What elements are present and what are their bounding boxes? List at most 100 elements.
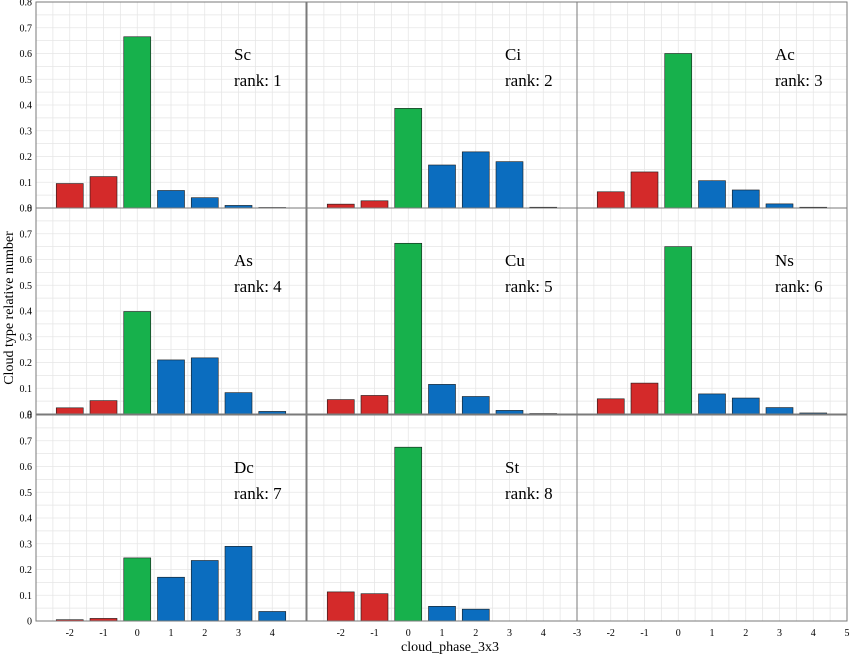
bar <box>428 606 456 622</box>
rank-label: rank: 8 <box>505 484 553 503</box>
cloud-type-label: Ci <box>505 45 521 64</box>
y-tick-label: 0.7 <box>20 23 33 34</box>
y-tick-label: 0.8 <box>20 411 33 422</box>
x-tick-label: 0 <box>406 628 411 639</box>
y-tick-label: 0.3 <box>20 332 33 343</box>
bar <box>326 203 355 209</box>
panel-st: -2 -1 0 1 2 3 4 St rank: 8 <box>306 414 578 639</box>
y-tick-label: 0.2 <box>20 152 33 163</box>
bar <box>55 407 84 415</box>
y-tick-label: 0.3 <box>20 126 33 137</box>
bar <box>190 560 219 622</box>
rank-label: rank: 1 <box>234 71 282 90</box>
bar <box>461 608 490 622</box>
y-tick-label: 0.2 <box>20 565 33 576</box>
bar <box>664 246 693 415</box>
panel-as: 0 0.1 0.2 0.3 0.4 0.5 0.6 0.7 0.8 As rank: 4 <box>20 204 307 421</box>
panels-group: 0 0.1 0.2 0.3 0.4 0.5 0.6 0.7 0.8 Sc rank: 1 Ci rank… <box>20 0 850 639</box>
x-tick-label: 4 <box>541 628 546 639</box>
x-tick-label: 4 <box>811 628 816 639</box>
panel-ac: Ac rank: 3 <box>576 1 848 209</box>
bar <box>596 398 625 415</box>
bar <box>258 611 287 622</box>
bar <box>157 190 185 209</box>
bar <box>461 396 490 415</box>
bar <box>495 161 524 209</box>
panel-cu: Cu rank: 5 <box>306 207 578 415</box>
y-tick-label: 0.4 <box>20 101 33 112</box>
y-tick-label: 0.1 <box>20 178 33 189</box>
y-tick-label: 0.7 <box>20 229 33 240</box>
bar <box>698 393 726 415</box>
bar <box>123 557 152 622</box>
bar <box>89 400 118 415</box>
x-tick-label: -2 <box>337 628 345 639</box>
bar <box>224 546 253 622</box>
bar <box>394 242 423 415</box>
x-tick-label: -2 <box>607 628 615 639</box>
cloud-type-label: Ac <box>775 45 795 64</box>
bar <box>731 189 760 209</box>
y-tick-label: 0.8 <box>20 204 33 215</box>
bar <box>157 576 185 622</box>
bar <box>394 446 423 622</box>
bar <box>89 176 118 209</box>
y-tick-label: 0.2 <box>20 358 33 369</box>
y-tick-label: 0.6 <box>20 255 33 266</box>
panel-ns: Ns rank: 6 <box>576 207 848 415</box>
y-tick-label: 0.7 <box>20 436 33 447</box>
rank-label: rank: 3 <box>775 71 823 90</box>
y-tick-label: 0.5 <box>20 488 33 499</box>
panel-ci: Ci rank: 2 <box>306 1 578 209</box>
panel-frame <box>35 414 307 622</box>
bar <box>630 382 659 415</box>
y-tick-label: 0.5 <box>20 281 33 292</box>
bar <box>360 593 389 622</box>
bar <box>664 53 693 209</box>
x-tick-label: 2 <box>743 628 748 639</box>
rank-label: rank: 4 <box>234 277 282 296</box>
y-tick-label: 0.6 <box>20 462 33 473</box>
bar <box>55 183 84 209</box>
panel-frame <box>35 207 307 415</box>
panel-sc: 0 0.1 0.2 0.3 0.4 0.5 0.6 0.7 0.8 Sc rank: 1 <box>20 0 307 215</box>
x-tick-label: -3 <box>573 628 581 639</box>
bar <box>224 392 253 415</box>
panel-empty: -3 -2 -1 0 1 2 3 4 5 <box>573 414 850 639</box>
bar <box>360 395 389 415</box>
y-tick-label: 0 <box>27 410 32 421</box>
y-tick-label: 0.1 <box>20 591 33 602</box>
y-tick-label: 0.4 <box>20 514 33 525</box>
rank-label: rank: 2 <box>505 71 553 90</box>
bar <box>326 399 355 415</box>
bar <box>495 410 524 415</box>
cloud-type-label: Cu <box>505 251 525 270</box>
y-tick-label: 0.8 <box>20 0 33 9</box>
cloud-type-label: Dc <box>234 458 254 477</box>
y-tick-label: 0.5 <box>20 75 33 86</box>
x-tick-label: 2 <box>473 628 478 639</box>
rank-label: rank: 6 <box>775 277 823 296</box>
x-tick-label: 3 <box>777 628 782 639</box>
x-tick-label: -1 <box>370 628 378 639</box>
panel-dc: 0 0.1 0.2 0.3 0.4 0.5 0.6 0.7 0.8 -2 -1 0 1 2 3 4 Dc rank… <box>20 411 307 639</box>
bar <box>596 191 625 209</box>
bar <box>461 151 490 209</box>
cloud-type-label: Sc <box>234 45 251 64</box>
bar <box>394 108 423 209</box>
y-tick-label: 0.3 <box>20 539 33 550</box>
x-tick-label: -1 <box>99 628 107 639</box>
bar <box>360 200 389 209</box>
bar <box>428 384 456 415</box>
bar <box>123 36 152 209</box>
x-tick-label: -2 <box>66 628 74 639</box>
bar <box>190 197 219 209</box>
x-tick-label: 1 <box>710 628 715 639</box>
rank-label: rank: 5 <box>505 277 553 296</box>
y-tick-label: 0.6 <box>20 49 33 60</box>
x-tick-label: 2 <box>202 628 207 639</box>
x-tick-label: 1 <box>169 628 174 639</box>
x-tick-label: -1 <box>640 628 648 639</box>
bar <box>765 407 794 415</box>
